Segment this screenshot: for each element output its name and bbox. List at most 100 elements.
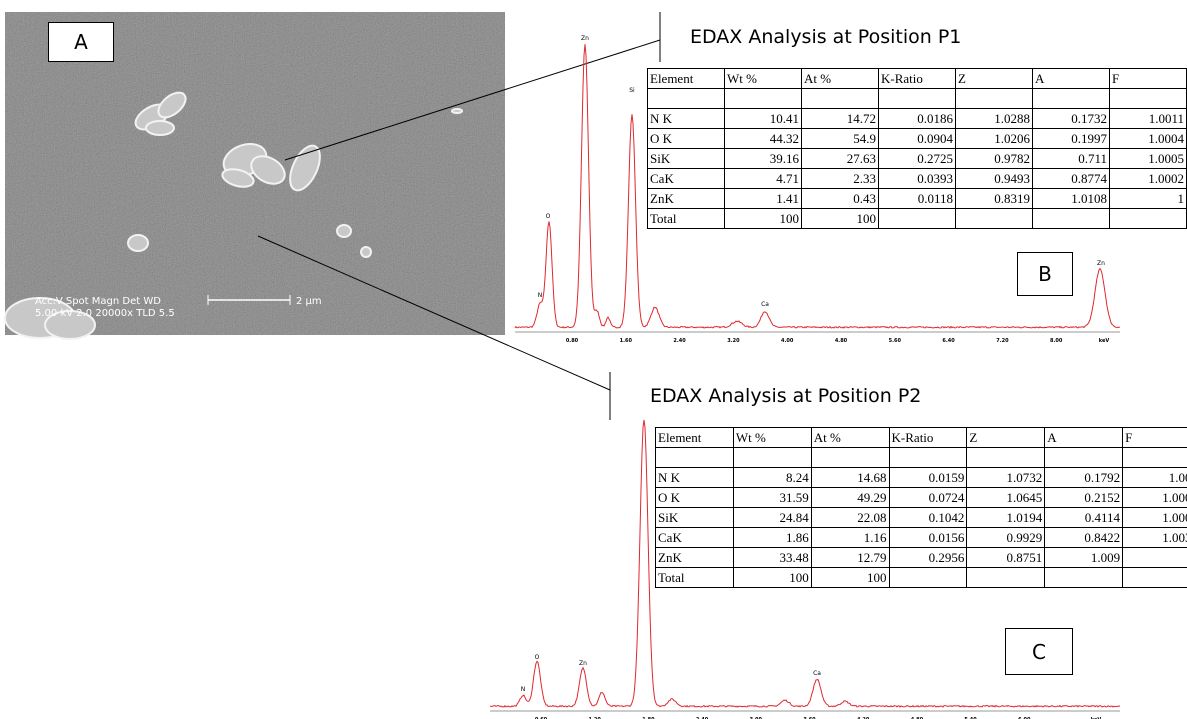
table-cell: 0.9782 (956, 149, 1033, 169)
peak-label: Zn (579, 660, 587, 667)
table-row: ElementWt %At %K-RatioZAF (648, 69, 1187, 89)
table-cell: O K (648, 129, 725, 149)
table-cell: 31.59 (733, 488, 811, 508)
table-cell (1110, 209, 1187, 229)
table-cell: 49.29 (811, 488, 889, 508)
table-cell: Total (648, 209, 725, 229)
table-cell (956, 89, 1033, 109)
panel-label: A (48, 22, 114, 62)
table-cell (811, 448, 889, 468)
table-cell: Wt % (725, 69, 802, 89)
table-cell: CaK (648, 169, 725, 189)
table-cell: 0.1997 (1033, 129, 1110, 149)
analysis-title: EDAX Analysis at Position P2 (650, 385, 921, 407)
table-cell: 0.0159 (889, 468, 967, 488)
table-cell: 0.0904 (879, 129, 956, 149)
table-row: O K44.3254.90.09041.02060.19971.0004 (648, 129, 1187, 149)
table-row: ElementWt %At %K-RatioZAF (656, 428, 1187, 448)
table-cell: 1 (1123, 548, 1187, 568)
table-cell: 2.33 (802, 169, 879, 189)
table-cell: 1.0005 (1110, 149, 1187, 169)
table-cell (656, 448, 734, 468)
table-cell: 1.0288 (956, 109, 1033, 129)
table-cell: 1 (1110, 189, 1187, 209)
peak-label: Ca (761, 301, 769, 308)
table-cell: 0.9493 (956, 169, 1033, 189)
table-cell: 0.1042 (889, 508, 967, 528)
table-cell: 1.0002 (1110, 169, 1187, 189)
sem-info-header: Acc.V Spot Magn Det WD (35, 296, 161, 307)
table-cell (1045, 448, 1123, 468)
peak-label: O (546, 213, 551, 220)
table-cell: 0.1792 (1045, 468, 1123, 488)
table-cell: 100 (802, 209, 879, 229)
analysis-title: EDAX Analysis at Position P1 (690, 26, 961, 48)
table-cell: 0.43 (802, 189, 879, 209)
table-cell: 27.63 (802, 149, 879, 169)
table-cell (1123, 448, 1187, 468)
table-cell (1033, 209, 1110, 229)
table-cell: 100 (725, 209, 802, 229)
table-cell: 1.009 (1045, 548, 1123, 568)
table-cell: 0.2152 (1045, 488, 1123, 508)
table-cell: 100 (733, 568, 811, 588)
table-cell: O K (656, 488, 734, 508)
scale-bar-label: 2 µm (296, 296, 322, 307)
table-cell: CaK (656, 528, 734, 548)
table-cell: 0.1732 (1033, 109, 1110, 129)
table-cell: 1.0004 (1110, 129, 1187, 149)
table-cell: 1.0008 (1123, 488, 1187, 508)
table-cell: Z (956, 69, 1033, 89)
peak-label: Ca (813, 670, 821, 677)
table-cell: 0.8319 (956, 189, 1033, 209)
figure: Acc.V Spot Magn Det WD 5.00 kV 2.0 20000… (0, 0, 1187, 719)
panel-label: C (1005, 628, 1073, 675)
table-cell (879, 89, 956, 109)
table-cell: 44.32 (725, 129, 802, 149)
table-cell: SiK (648, 149, 725, 169)
peak-label: Si (629, 87, 635, 94)
table-row: CaK1.861.160.01560.99290.84221.0035 (656, 528, 1187, 548)
table-cell: 54.9 (802, 129, 879, 149)
table-cell: A (1033, 69, 1110, 89)
panel-label: B (1017, 252, 1073, 296)
axis-unit: keV (1099, 338, 1110, 344)
table-cell: 12.79 (811, 548, 889, 568)
table-row: N K8.2414.680.01591.07320.17921.001 (656, 468, 1187, 488)
peak-label: N (538, 292, 543, 299)
axis-tick-label: 2.40 (673, 338, 686, 344)
table-cell (956, 209, 1033, 229)
table-cell: F (1123, 428, 1187, 448)
table-cell: 14.72 (802, 109, 879, 129)
table-cell: 0.9929 (967, 528, 1045, 548)
table-cell: 1.0732 (967, 468, 1045, 488)
table-cell: 1.0035 (1123, 528, 1187, 548)
table-cell (1045, 568, 1123, 588)
table-cell: Element (648, 69, 725, 89)
table-cell (967, 568, 1045, 588)
table-cell: 1.0108 (1033, 189, 1110, 209)
table-cell: 1.86 (733, 528, 811, 548)
table-cell (1110, 89, 1187, 109)
table-cell: Wt % (733, 428, 811, 448)
axis-tick-label: 8.00 (1050, 338, 1063, 344)
composition-table: ElementWt %At %K-RatioZAFN K10.4114.720.… (647, 68, 1187, 229)
table-row (656, 448, 1187, 468)
table-cell: 0.8751 (967, 548, 1045, 568)
table-cell: 4.71 (725, 169, 802, 189)
table-cell: 1.41 (725, 189, 802, 209)
table-cell: ZnK (656, 548, 734, 568)
table-cell: 100 (811, 568, 889, 588)
table-cell: 14.68 (811, 468, 889, 488)
table-cell: 39.16 (725, 149, 802, 169)
axis-tick-label: 7.20 (996, 338, 1009, 344)
table-cell: 0.8774 (1033, 169, 1110, 189)
table-cell: 33.48 (733, 548, 811, 568)
table-cell: ZnK (648, 189, 725, 209)
peak-label: Zn (1097, 260, 1105, 267)
table-cell: 1.0206 (956, 129, 1033, 149)
